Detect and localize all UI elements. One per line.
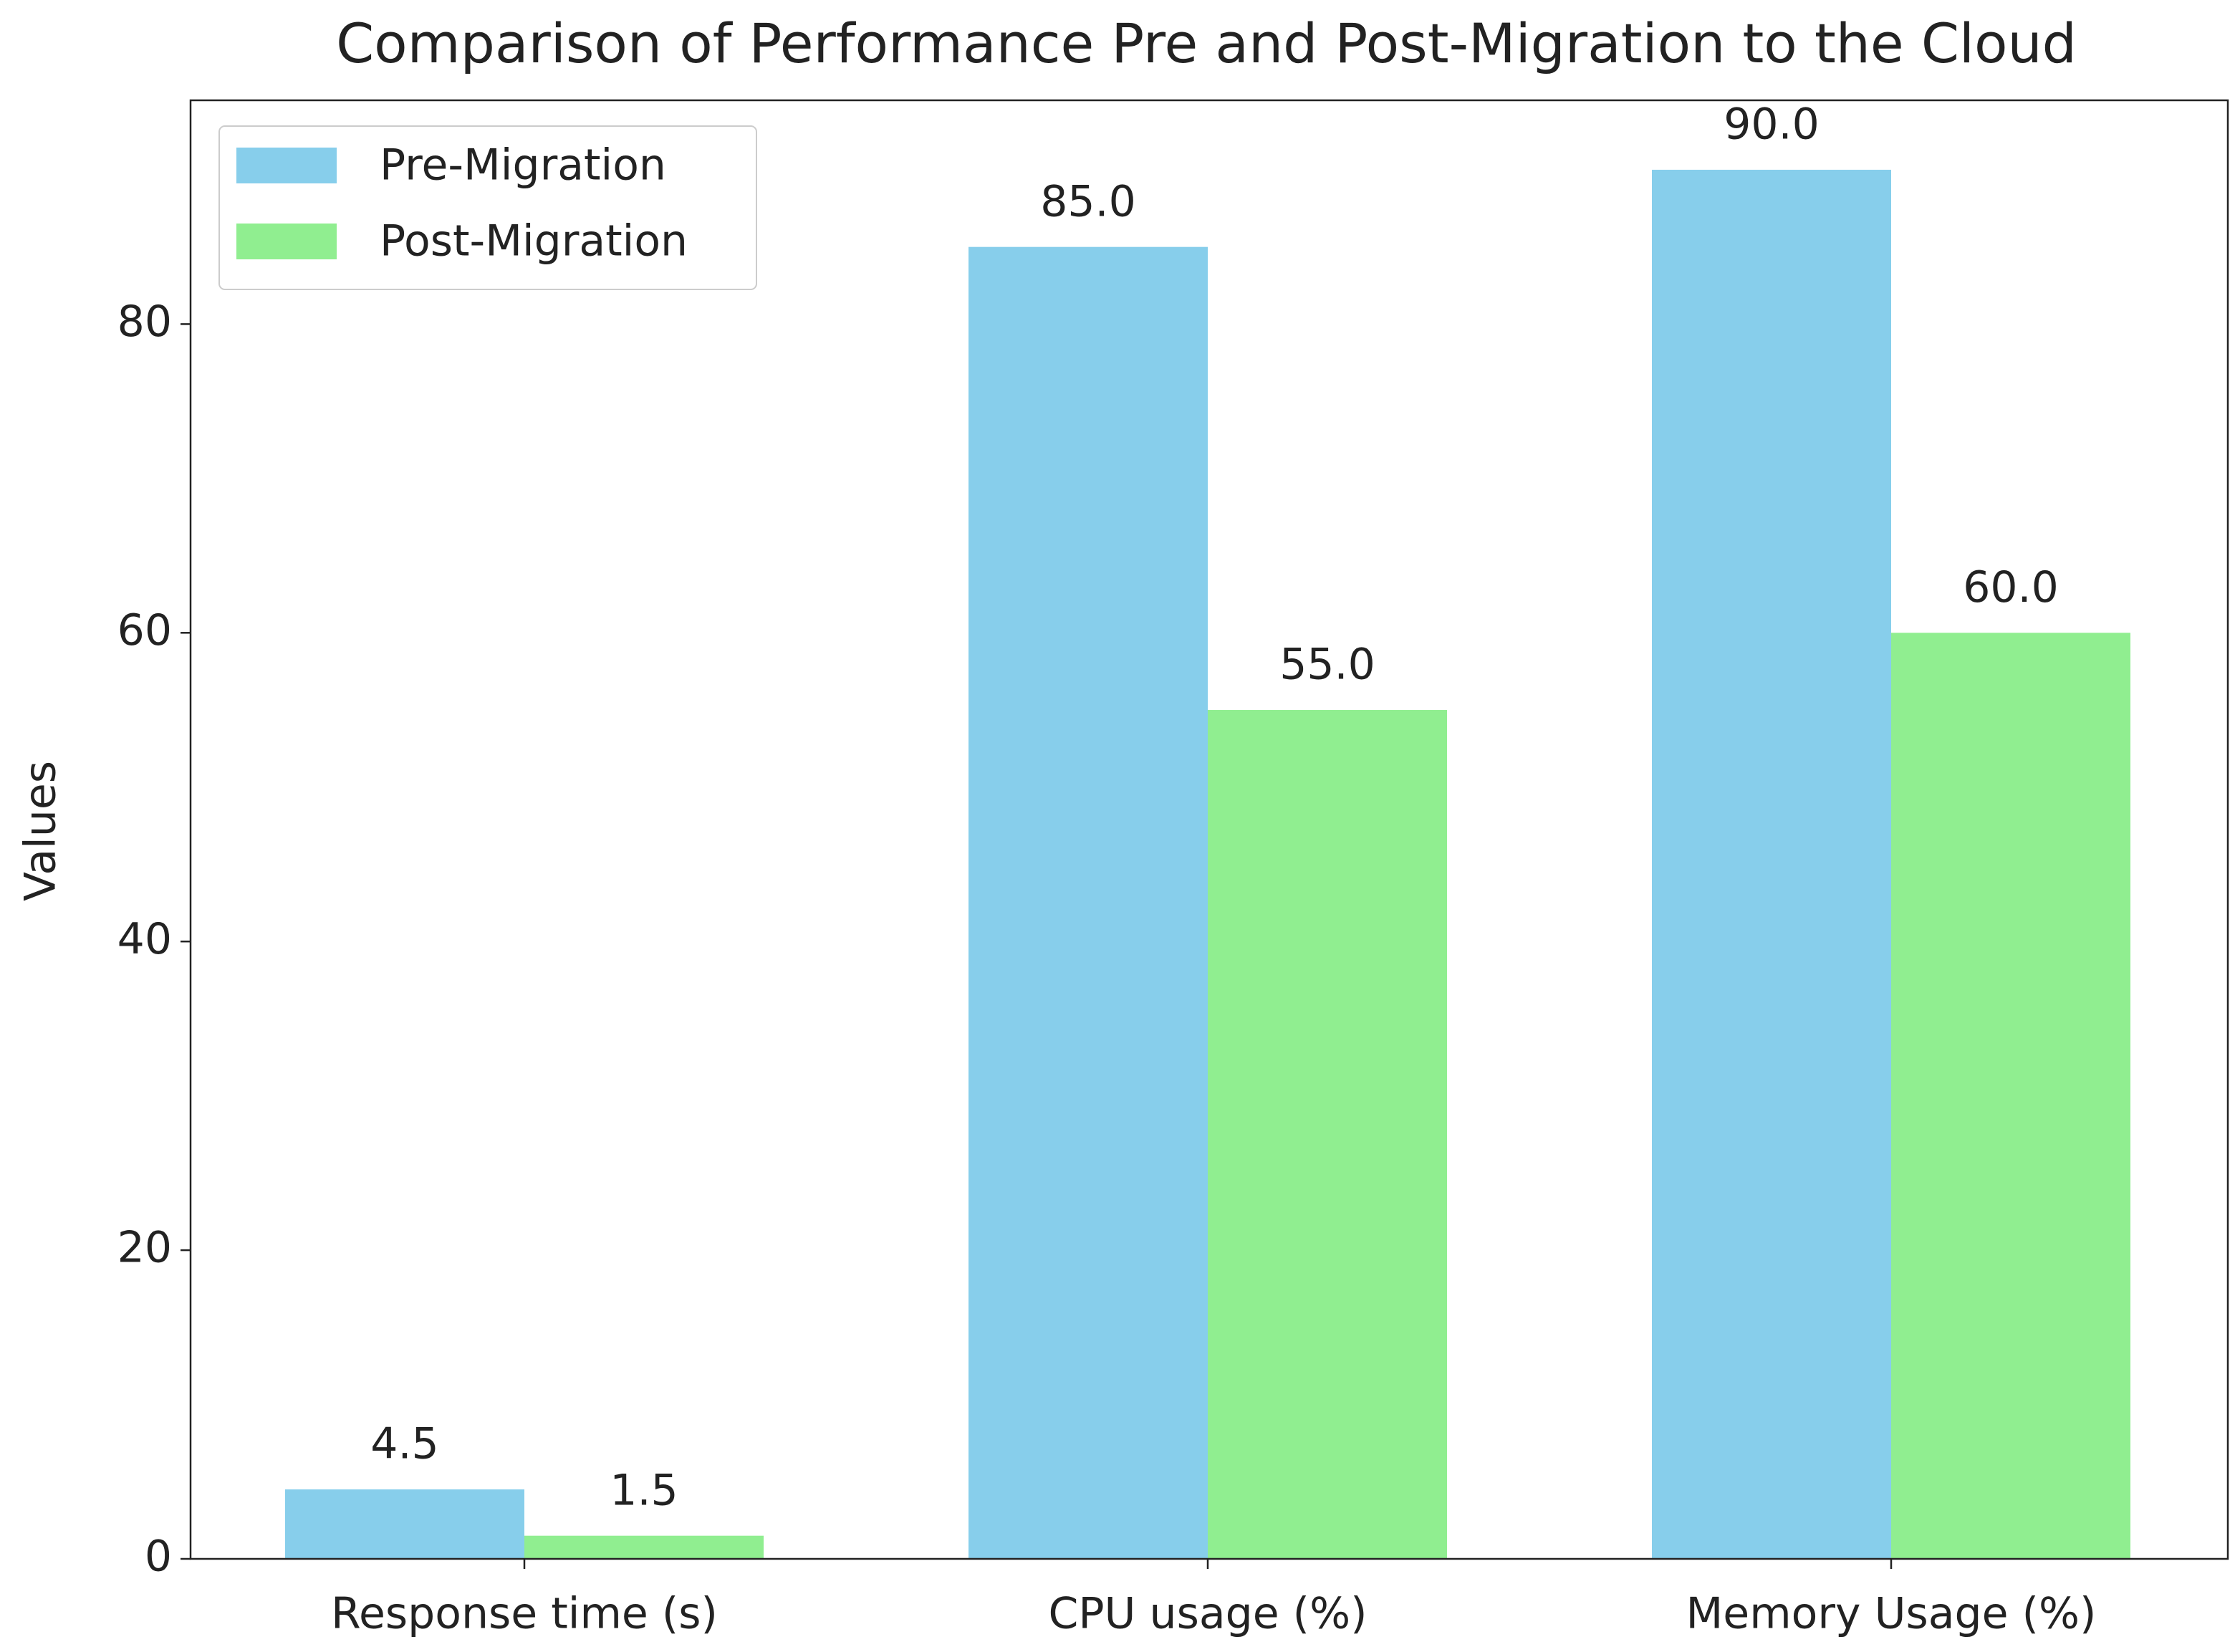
bar <box>285 1489 524 1559</box>
legend-swatch <box>236 148 337 183</box>
x-tick-label: CPU usage (%) <box>1048 1589 1367 1639</box>
bar <box>1652 169 1891 1559</box>
value-label: 55.0 <box>1279 640 1375 690</box>
legend-box <box>218 125 757 290</box>
value-label: 1.5 <box>610 1465 678 1515</box>
y-tick-label: 40 <box>117 914 172 964</box>
y-axis-label: Values <box>16 761 66 901</box>
value-label: 60.0 <box>1963 562 2059 613</box>
value-label: 4.5 <box>370 1419 438 1469</box>
bar <box>1891 633 2130 1560</box>
bar <box>968 246 1208 1559</box>
axes-frame <box>189 99 2229 1560</box>
legend-label: Pre-Migration <box>380 140 666 191</box>
legend-swatch <box>236 224 337 259</box>
value-label: 90.0 <box>1724 100 1820 150</box>
chart-title: Comparison of Performance Pre and Post-M… <box>336 11 2077 75</box>
bar <box>1208 710 1447 1560</box>
x-tick-label: Response time (s) <box>331 1589 718 1639</box>
y-tick-label: 0 <box>145 1532 172 1582</box>
bar <box>524 1535 764 1559</box>
x-tick-label: Memory Usage (%) <box>1686 1589 2097 1639</box>
y-tick-label: 20 <box>117 1223 172 1273</box>
y-tick-label: 60 <box>117 605 172 655</box>
y-tick-label: 80 <box>117 297 172 347</box>
value-label: 85.0 <box>1040 176 1136 226</box>
legend-label: Post-Migration <box>380 216 688 266</box>
